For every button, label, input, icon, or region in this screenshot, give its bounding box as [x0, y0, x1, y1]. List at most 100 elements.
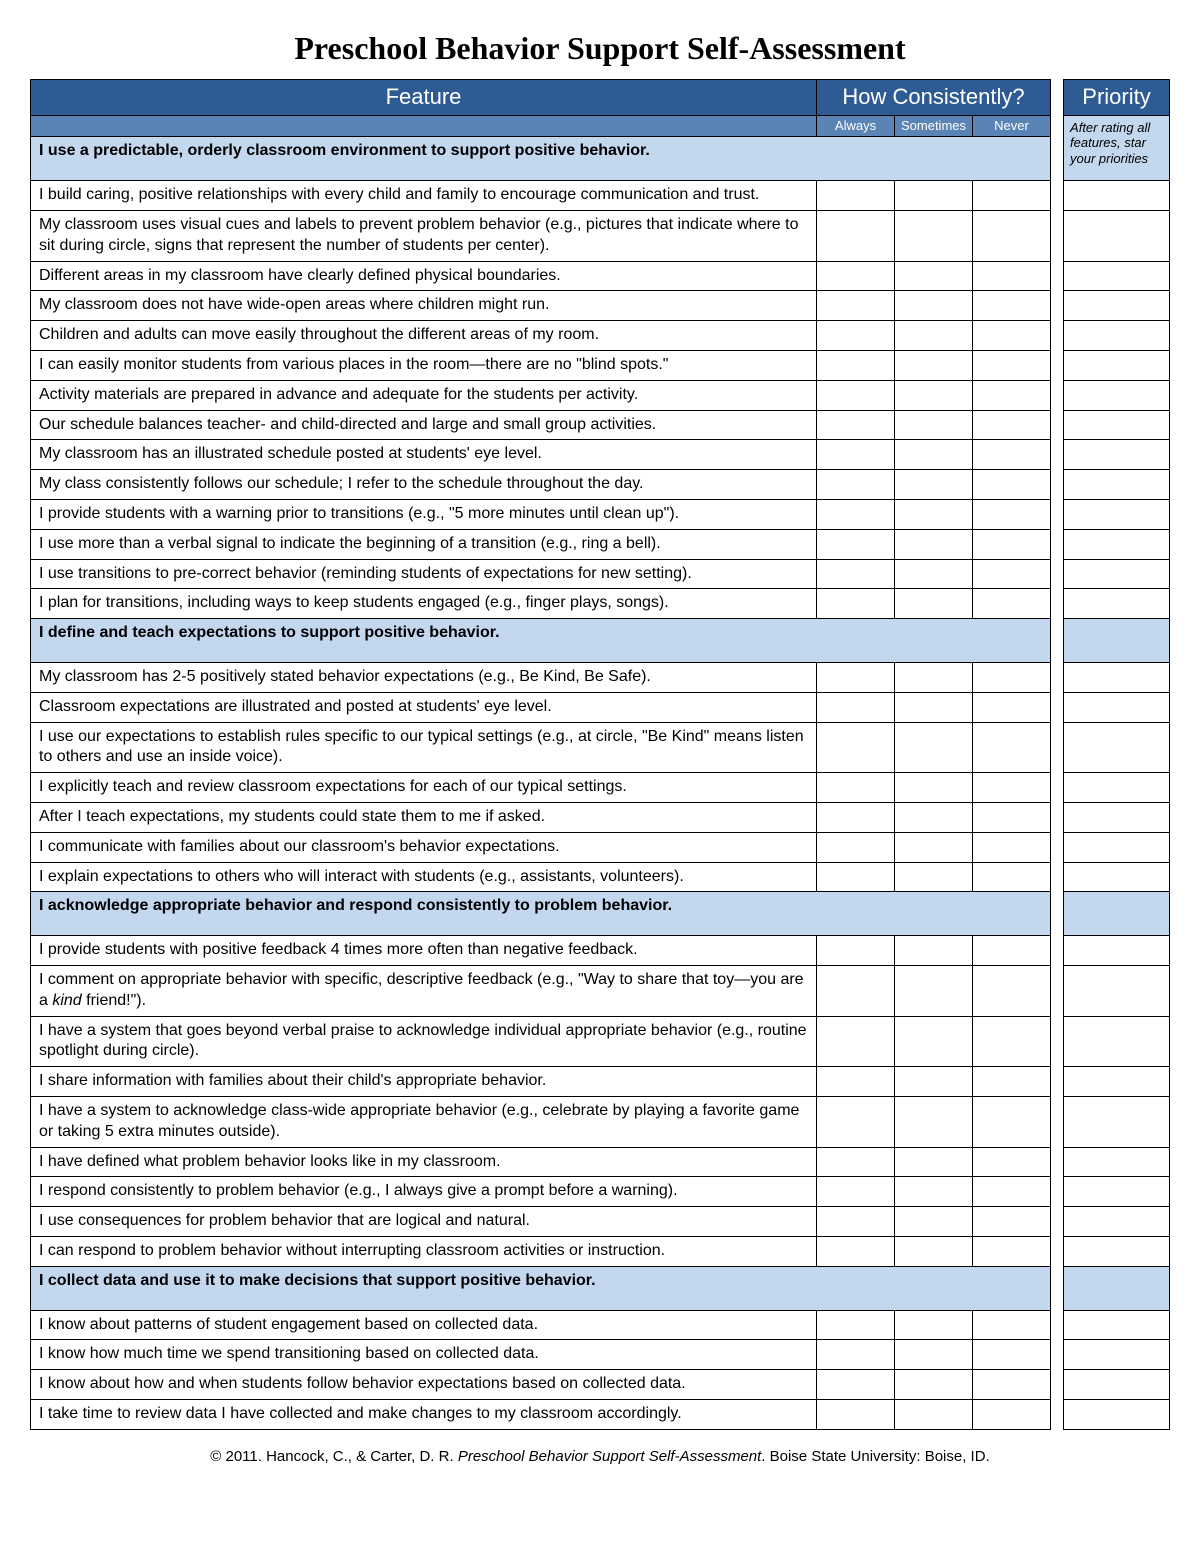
- priority-cell[interactable]: [1064, 181, 1170, 211]
- rating-always-cell[interactable]: [817, 470, 895, 500]
- priority-cell[interactable]: [1064, 410, 1170, 440]
- rating-sometimes-cell[interactable]: [895, 351, 973, 381]
- rating-sometimes-cell[interactable]: [895, 1399, 973, 1429]
- rating-sometimes-cell[interactable]: [895, 1340, 973, 1370]
- rating-sometimes-cell[interactable]: [895, 722, 973, 773]
- rating-always-cell[interactable]: [817, 380, 895, 410]
- rating-sometimes-cell[interactable]: [895, 1016, 973, 1067]
- priority-cell[interactable]: [1064, 380, 1170, 410]
- rating-always-cell[interactable]: [817, 1370, 895, 1400]
- rating-always-cell[interactable]: [817, 589, 895, 619]
- rating-always-cell[interactable]: [817, 722, 895, 773]
- priority-cell[interactable]: [1064, 1207, 1170, 1237]
- priority-cell[interactable]: [1064, 773, 1170, 803]
- rating-sometimes-cell[interactable]: [895, 663, 973, 693]
- rating-always-cell[interactable]: [817, 1177, 895, 1207]
- rating-sometimes-cell[interactable]: [895, 1310, 973, 1340]
- priority-cell[interactable]: [1064, 529, 1170, 559]
- rating-sometimes-cell[interactable]: [895, 529, 973, 559]
- rating-always-cell[interactable]: [817, 832, 895, 862]
- rating-always-cell[interactable]: [817, 803, 895, 833]
- rating-sometimes-cell[interactable]: [895, 1096, 973, 1147]
- priority-cell[interactable]: [1064, 1096, 1170, 1147]
- rating-sometimes-cell[interactable]: [895, 936, 973, 966]
- rating-never-cell[interactable]: [973, 440, 1051, 470]
- priority-cell[interactable]: [1064, 1399, 1170, 1429]
- rating-always-cell[interactable]: [817, 692, 895, 722]
- priority-cell[interactable]: [1064, 1177, 1170, 1207]
- priority-cell[interactable]: [1064, 692, 1170, 722]
- rating-sometimes-cell[interactable]: [895, 380, 973, 410]
- priority-cell[interactable]: [1064, 936, 1170, 966]
- rating-always-cell[interactable]: [817, 1236, 895, 1266]
- rating-always-cell[interactable]: [817, 862, 895, 892]
- rating-always-cell[interactable]: [817, 321, 895, 351]
- priority-cell[interactable]: [1064, 291, 1170, 321]
- priority-cell[interactable]: [1064, 803, 1170, 833]
- priority-cell[interactable]: [1064, 559, 1170, 589]
- rating-never-cell[interactable]: [973, 1370, 1051, 1400]
- rating-always-cell[interactable]: [817, 663, 895, 693]
- priority-cell[interactable]: [1064, 832, 1170, 862]
- rating-always-cell[interactable]: [817, 773, 895, 803]
- rating-never-cell[interactable]: [973, 1147, 1051, 1177]
- rating-never-cell[interactable]: [973, 1016, 1051, 1067]
- rating-sometimes-cell[interactable]: [895, 1177, 973, 1207]
- priority-cell[interactable]: [1064, 211, 1170, 262]
- rating-always-cell[interactable]: [817, 261, 895, 291]
- rating-never-cell[interactable]: [973, 529, 1051, 559]
- rating-sometimes-cell[interactable]: [895, 1236, 973, 1266]
- priority-cell[interactable]: [1064, 722, 1170, 773]
- rating-never-cell[interactable]: [973, 1340, 1051, 1370]
- rating-never-cell[interactable]: [973, 803, 1051, 833]
- rating-never-cell[interactable]: [973, 862, 1051, 892]
- rating-never-cell[interactable]: [973, 211, 1051, 262]
- rating-never-cell[interactable]: [973, 1067, 1051, 1097]
- priority-cell[interactable]: [1064, 261, 1170, 291]
- rating-sometimes-cell[interactable]: [895, 1207, 973, 1237]
- rating-always-cell[interactable]: [817, 1207, 895, 1237]
- rating-always-cell[interactable]: [817, 1096, 895, 1147]
- priority-cell[interactable]: [1064, 1310, 1170, 1340]
- rating-never-cell[interactable]: [973, 1207, 1051, 1237]
- rating-always-cell[interactable]: [817, 1147, 895, 1177]
- rating-sometimes-cell[interactable]: [895, 181, 973, 211]
- rating-always-cell[interactable]: [817, 440, 895, 470]
- rating-always-cell[interactable]: [817, 1310, 895, 1340]
- rating-always-cell[interactable]: [817, 291, 895, 321]
- rating-always-cell[interactable]: [817, 181, 895, 211]
- rating-sometimes-cell[interactable]: [895, 500, 973, 530]
- priority-cell[interactable]: [1064, 500, 1170, 530]
- rating-never-cell[interactable]: [973, 1399, 1051, 1429]
- priority-cell[interactable]: [1064, 663, 1170, 693]
- rating-never-cell[interactable]: [973, 773, 1051, 803]
- rating-never-cell[interactable]: [973, 966, 1051, 1017]
- rating-never-cell[interactable]: [973, 261, 1051, 291]
- rating-never-cell[interactable]: [973, 321, 1051, 351]
- priority-cell[interactable]: [1064, 966, 1170, 1017]
- rating-sometimes-cell[interactable]: [895, 1067, 973, 1097]
- priority-cell[interactable]: [1064, 440, 1170, 470]
- rating-never-cell[interactable]: [973, 936, 1051, 966]
- rating-sometimes-cell[interactable]: [895, 211, 973, 262]
- rating-never-cell[interactable]: [973, 291, 1051, 321]
- rating-never-cell[interactable]: [973, 351, 1051, 381]
- priority-cell[interactable]: [1064, 1147, 1170, 1177]
- rating-always-cell[interactable]: [817, 500, 895, 530]
- rating-sometimes-cell[interactable]: [895, 440, 973, 470]
- priority-cell[interactable]: [1064, 1340, 1170, 1370]
- rating-never-cell[interactable]: [973, 722, 1051, 773]
- rating-sometimes-cell[interactable]: [895, 559, 973, 589]
- rating-always-cell[interactable]: [817, 1340, 895, 1370]
- rating-sometimes-cell[interactable]: [895, 803, 973, 833]
- rating-sometimes-cell[interactable]: [895, 1370, 973, 1400]
- priority-cell[interactable]: [1064, 1236, 1170, 1266]
- priority-cell[interactable]: [1064, 862, 1170, 892]
- rating-always-cell[interactable]: [817, 966, 895, 1017]
- rating-never-cell[interactable]: [973, 380, 1051, 410]
- rating-never-cell[interactable]: [973, 1177, 1051, 1207]
- rating-always-cell[interactable]: [817, 1016, 895, 1067]
- rating-sometimes-cell[interactable]: [895, 1147, 973, 1177]
- rating-never-cell[interactable]: [973, 500, 1051, 530]
- rating-sometimes-cell[interactable]: [895, 589, 973, 619]
